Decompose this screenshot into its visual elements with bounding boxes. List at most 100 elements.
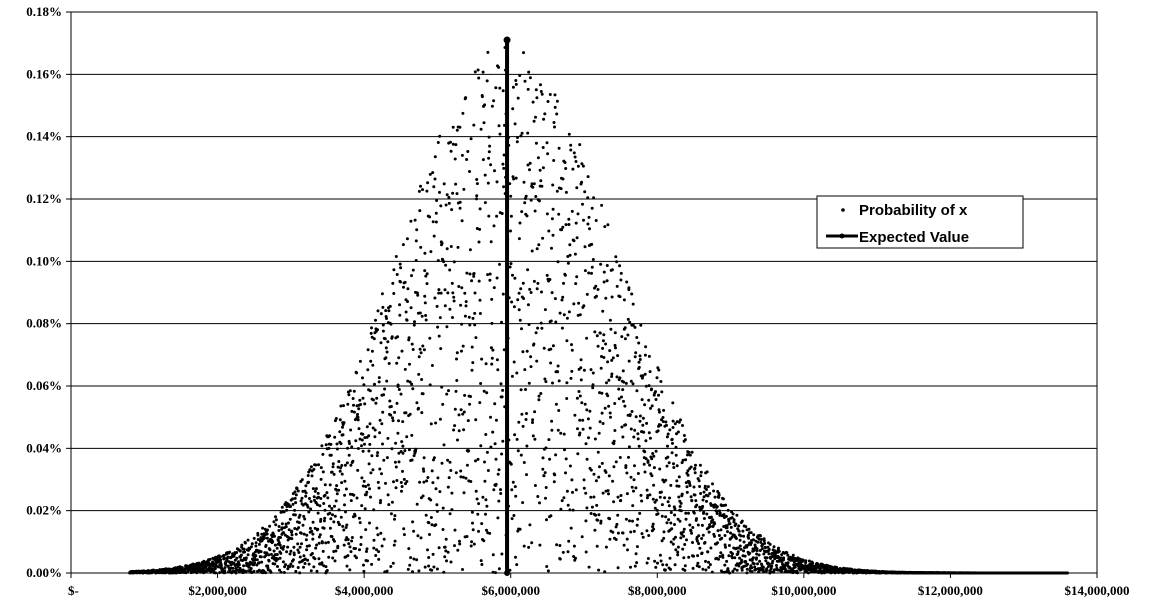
probability-point bbox=[223, 556, 226, 560]
probability-point bbox=[334, 549, 338, 553]
probability-point bbox=[788, 565, 791, 569]
probability-point bbox=[564, 457, 568, 461]
probability-point bbox=[418, 480, 422, 484]
probability-point bbox=[338, 430, 342, 434]
probability-point bbox=[604, 342, 608, 346]
probability-point bbox=[242, 564, 246, 568]
probability-point bbox=[444, 203, 448, 207]
probability-point bbox=[746, 562, 749, 566]
probability-point bbox=[228, 550, 231, 554]
probability-point bbox=[538, 543, 542, 547]
probability-point bbox=[433, 296, 437, 300]
probability-point bbox=[632, 489, 635, 493]
probability-point bbox=[480, 522, 484, 526]
probability-point bbox=[231, 566, 235, 570]
probability-point bbox=[642, 430, 646, 434]
probability-point bbox=[408, 362, 411, 366]
probability-point bbox=[456, 438, 459, 442]
probability-point bbox=[460, 153, 464, 157]
probability-point bbox=[293, 513, 297, 517]
probability-point bbox=[470, 345, 474, 349]
probability-point bbox=[384, 481, 387, 485]
probability-point bbox=[679, 509, 683, 513]
probability-point bbox=[684, 517, 688, 521]
probability-point bbox=[582, 486, 586, 490]
probability-point bbox=[421, 494, 425, 498]
probability-point bbox=[630, 410, 634, 413]
probability-point bbox=[678, 505, 682, 508]
probability-point bbox=[667, 461, 671, 465]
probability-point bbox=[405, 318, 409, 322]
probability-point bbox=[334, 417, 338, 420]
probability-point bbox=[718, 509, 721, 513]
probability-point bbox=[465, 158, 469, 161]
probability-point bbox=[515, 140, 519, 144]
probability-point bbox=[451, 316, 454, 319]
probability-point bbox=[412, 323, 416, 327]
probability-point bbox=[708, 525, 712, 528]
probability-point bbox=[541, 467, 545, 471]
probability-point bbox=[378, 418, 382, 422]
probability-point bbox=[331, 462, 335, 466]
probability-point bbox=[547, 229, 551, 233]
probability-point bbox=[490, 362, 494, 366]
probability-point bbox=[422, 348, 426, 352]
probability-point bbox=[599, 262, 603, 266]
probability-point bbox=[325, 491, 329, 495]
probability-point bbox=[683, 543, 687, 546]
probability-point bbox=[531, 185, 535, 189]
probability-point bbox=[261, 526, 265, 530]
probability-point bbox=[635, 561, 639, 565]
probability-point bbox=[641, 416, 645, 420]
probability-point bbox=[327, 446, 331, 450]
legend-marker-probability bbox=[841, 208, 845, 212]
probability-point bbox=[447, 196, 451, 199]
probability-point bbox=[545, 212, 549, 216]
probability-point bbox=[289, 505, 292, 508]
probability-point bbox=[296, 542, 300, 546]
probability-point bbox=[518, 221, 522, 225]
probability-point bbox=[740, 568, 744, 572]
probability-point bbox=[681, 424, 684, 427]
probability-point bbox=[454, 182, 458, 186]
probability-point bbox=[569, 526, 573, 530]
probability-point bbox=[539, 392, 543, 395]
probability-point bbox=[419, 245, 423, 249]
probability-point bbox=[509, 262, 513, 266]
probability-point bbox=[497, 65, 501, 69]
probability-point bbox=[555, 99, 559, 103]
probability-point bbox=[331, 513, 334, 517]
probability-point bbox=[574, 221, 578, 225]
probability-point bbox=[553, 297, 557, 301]
probability-point bbox=[477, 240, 481, 244]
probability-point bbox=[486, 50, 490, 54]
probability-point bbox=[670, 451, 674, 455]
probability-point bbox=[378, 501, 382, 505]
probability-point bbox=[550, 428, 554, 432]
probability-point bbox=[486, 469, 490, 472]
probability-point bbox=[290, 537, 294, 541]
probability-point bbox=[646, 557, 650, 560]
probability-point bbox=[356, 415, 360, 419]
probability-point bbox=[465, 271, 469, 275]
probability-point bbox=[673, 507, 677, 511]
probability-point bbox=[600, 391, 604, 395]
probability-point bbox=[534, 331, 538, 335]
horizontal-gridlines bbox=[71, 11, 1097, 512]
probability-point bbox=[613, 343, 617, 347]
probability-point bbox=[458, 125, 462, 129]
probability-point bbox=[393, 514, 397, 518]
probability-point bbox=[636, 437, 640, 441]
probability-point bbox=[618, 456, 622, 459]
probability-point bbox=[609, 415, 612, 419]
probability-point bbox=[610, 295, 614, 299]
probability-point bbox=[690, 531, 694, 535]
probability-point bbox=[436, 141, 440, 144]
probability-point bbox=[271, 540, 275, 543]
probability-point bbox=[520, 412, 524, 416]
probability-point bbox=[483, 479, 487, 483]
probability-point bbox=[460, 322, 464, 326]
probability-point bbox=[754, 567, 758, 571]
probability-point bbox=[520, 327, 523, 331]
probability-point bbox=[777, 549, 781, 553]
